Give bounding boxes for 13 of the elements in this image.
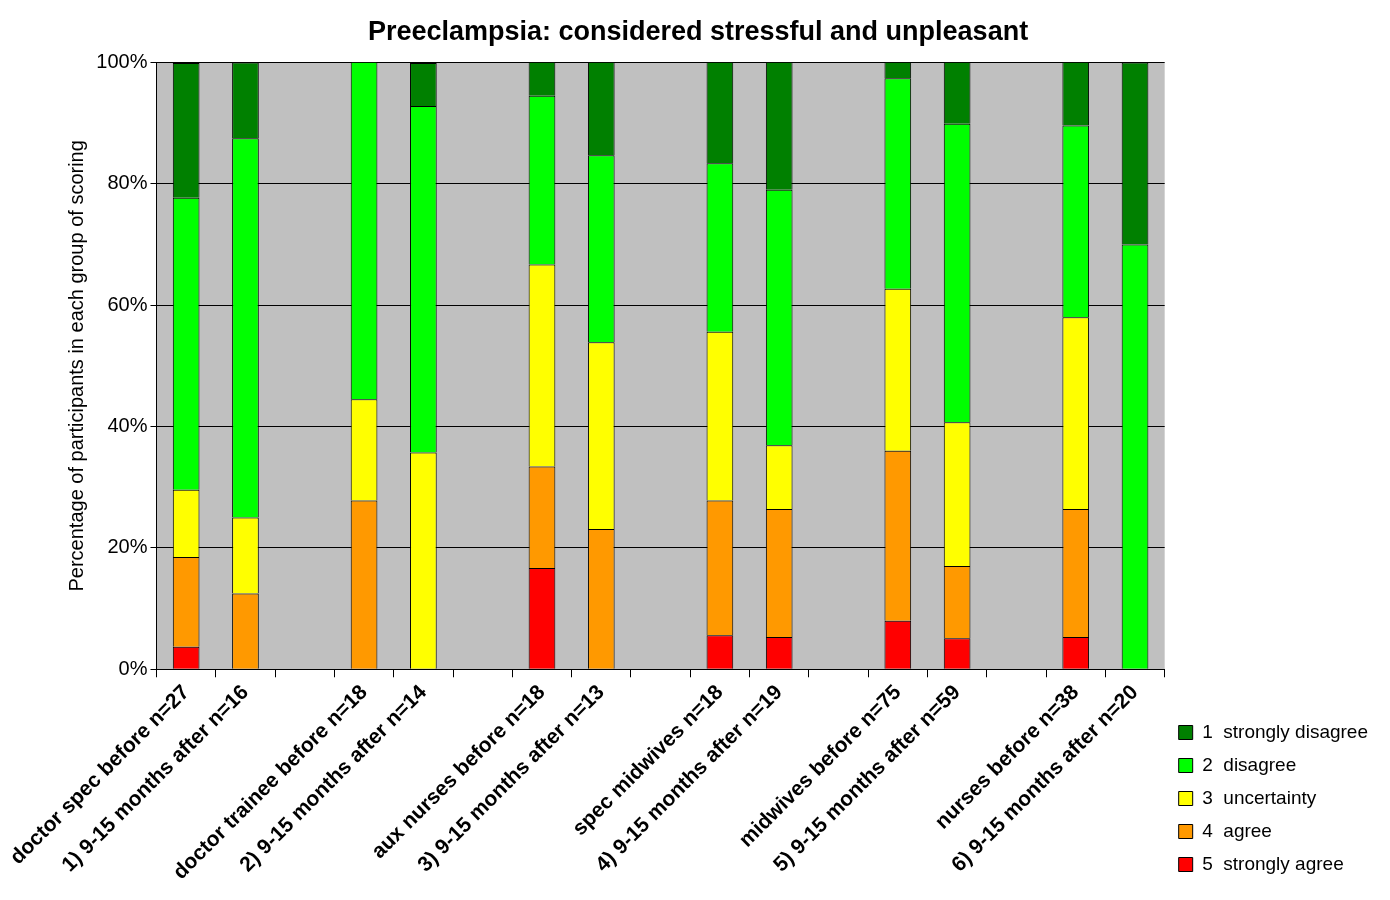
- y-axis-title: Percentage of participants in each group of scoring: [64, 140, 87, 592]
- y-tick-label: 80%: [107, 171, 148, 194]
- legend-label: 3 uncertainty: [1202, 786, 1317, 808]
- legend-label: 5 strongly agree: [1202, 852, 1344, 874]
- y-tick-label: 20%: [107, 535, 148, 558]
- y-tick-label: 60%: [107, 292, 148, 315]
- chart-title: Preeclampsia: considered stressful and unpleasant: [367, 15, 1029, 46]
- y-tick-label: 0%: [118, 656, 148, 679]
- legend-label: 1 strongly disagree: [1202, 720, 1369, 742]
- y-tick-label: 100%: [96, 49, 148, 72]
- legend-label: 2 disagree: [1202, 753, 1297, 775]
- y-tick-label: 40%: [107, 414, 148, 437]
- legend-label: 4 agree: [1202, 819, 1272, 841]
